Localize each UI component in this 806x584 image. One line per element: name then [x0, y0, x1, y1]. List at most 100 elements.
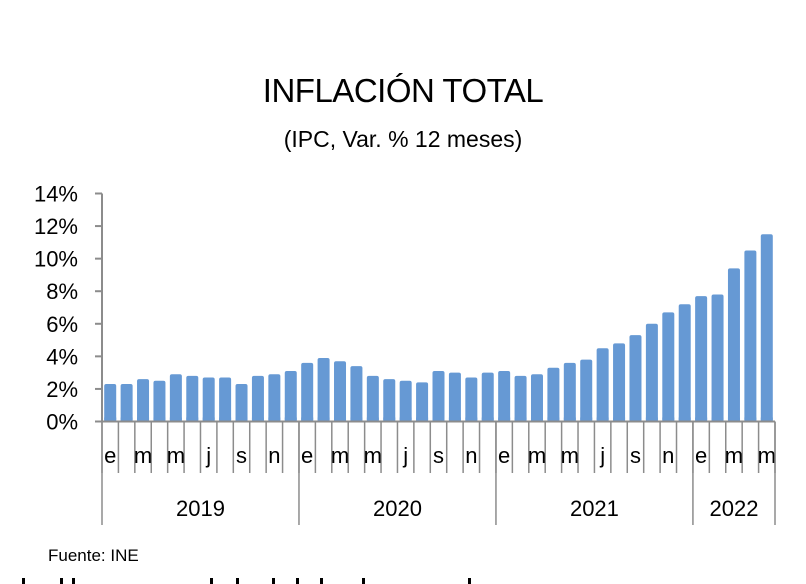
- month-label: m: [331, 443, 349, 468]
- bar-base: [137, 417, 150, 422]
- bar-base: [235, 417, 248, 422]
- y-tick-label: 12%: [34, 214, 78, 239]
- y-axis: 0% 2% 4% 6% 8% 10% 12% 14%: [34, 182, 103, 435]
- bar-base: [695, 417, 708, 422]
- text-fragment: [22, 578, 25, 584]
- bar: [334, 361, 347, 422]
- bar-base: [169, 417, 182, 422]
- bar: [613, 343, 626, 422]
- month-label: m: [364, 443, 382, 468]
- bar-base: [120, 417, 133, 422]
- bar-base: [662, 417, 675, 422]
- bar-base: [481, 417, 494, 422]
- bar: [235, 384, 248, 422]
- text-fragment: [72, 578, 75, 584]
- bar: [481, 372, 494, 422]
- bar-base: [530, 417, 543, 422]
- bar: [169, 374, 182, 422]
- month-label: j: [599, 443, 605, 468]
- bar: [596, 348, 609, 422]
- month-label: m: [134, 443, 152, 468]
- month-label: j: [205, 443, 211, 468]
- bar: [137, 379, 150, 422]
- bar-base: [760, 417, 773, 422]
- bar-base: [399, 417, 412, 422]
- month-label: s: [630, 443, 641, 468]
- bar: [317, 357, 330, 422]
- bar: [744, 250, 757, 422]
- y-tick-label: 10%: [34, 247, 78, 272]
- bar: [547, 367, 560, 422]
- bar-base: [514, 417, 527, 422]
- bar: [678, 304, 691, 422]
- year-label: 2021: [570, 496, 619, 521]
- bar: [629, 335, 642, 422]
- bar: [301, 362, 314, 422]
- text-fragment: [210, 578, 213, 584]
- bar: [465, 377, 478, 422]
- bar-base: [563, 417, 576, 422]
- bar-base: [416, 417, 429, 422]
- bar: [383, 379, 396, 422]
- y-tick-label: 14%: [34, 182, 78, 207]
- text-fragment: [60, 578, 63, 584]
- bar: [514, 375, 527, 422]
- bar: [498, 371, 511, 422]
- bar: [760, 234, 773, 422]
- bar: [662, 312, 675, 422]
- text-fragment: [468, 578, 471, 584]
- bar: [350, 366, 363, 422]
- bar: [399, 380, 412, 422]
- bar-base: [645, 417, 658, 422]
- text-fragment: [362, 578, 365, 584]
- bar-base: [465, 417, 478, 422]
- bar-base: [104, 417, 117, 422]
- bar-base: [284, 417, 297, 422]
- month-label: e: [301, 443, 313, 468]
- bar: [251, 375, 264, 422]
- bar-base: [366, 417, 379, 422]
- bar-base: [334, 417, 347, 422]
- month-label: e: [498, 443, 510, 468]
- month-label: n: [662, 443, 674, 468]
- chart-subtitle: (IPC, Var. % 12 meses): [283, 126, 523, 152]
- cut-off-text-line: [0, 578, 806, 584]
- bar: [448, 372, 461, 422]
- bar-base: [432, 417, 445, 422]
- year-label: 2022: [709, 496, 758, 521]
- bar-base: [629, 417, 642, 422]
- bar-base: [547, 417, 560, 422]
- bar-base: [251, 417, 264, 422]
- bar-base: [498, 417, 511, 422]
- bar-base: [678, 417, 691, 422]
- y-tick-label: 2%: [46, 377, 78, 402]
- month-label: j: [402, 443, 408, 468]
- month-label: m: [167, 443, 185, 468]
- month-label: m: [725, 443, 743, 468]
- month-label: m: [528, 443, 546, 468]
- year-label: 2020: [373, 496, 422, 521]
- bar: [727, 268, 740, 422]
- bar-base: [153, 417, 166, 422]
- bar-base: [711, 417, 724, 422]
- bar-base: [383, 417, 396, 422]
- month-label: n: [268, 443, 280, 468]
- month-label: s: [236, 443, 247, 468]
- y-tick-label: 6%: [46, 312, 78, 337]
- bars: [104, 234, 773, 422]
- bar: [432, 371, 445, 422]
- bar: [645, 323, 658, 422]
- bar: [268, 374, 281, 422]
- bar: [120, 384, 133, 422]
- month-label: m: [561, 443, 579, 468]
- bar-base: [613, 417, 626, 422]
- bar: [219, 377, 232, 422]
- bar: [580, 359, 593, 422]
- bar-base: [744, 417, 757, 422]
- bar: [153, 380, 166, 422]
- source-note: Fuente: INE: [48, 546, 139, 565]
- bar-base: [727, 417, 740, 422]
- month-label: m: [758, 443, 776, 468]
